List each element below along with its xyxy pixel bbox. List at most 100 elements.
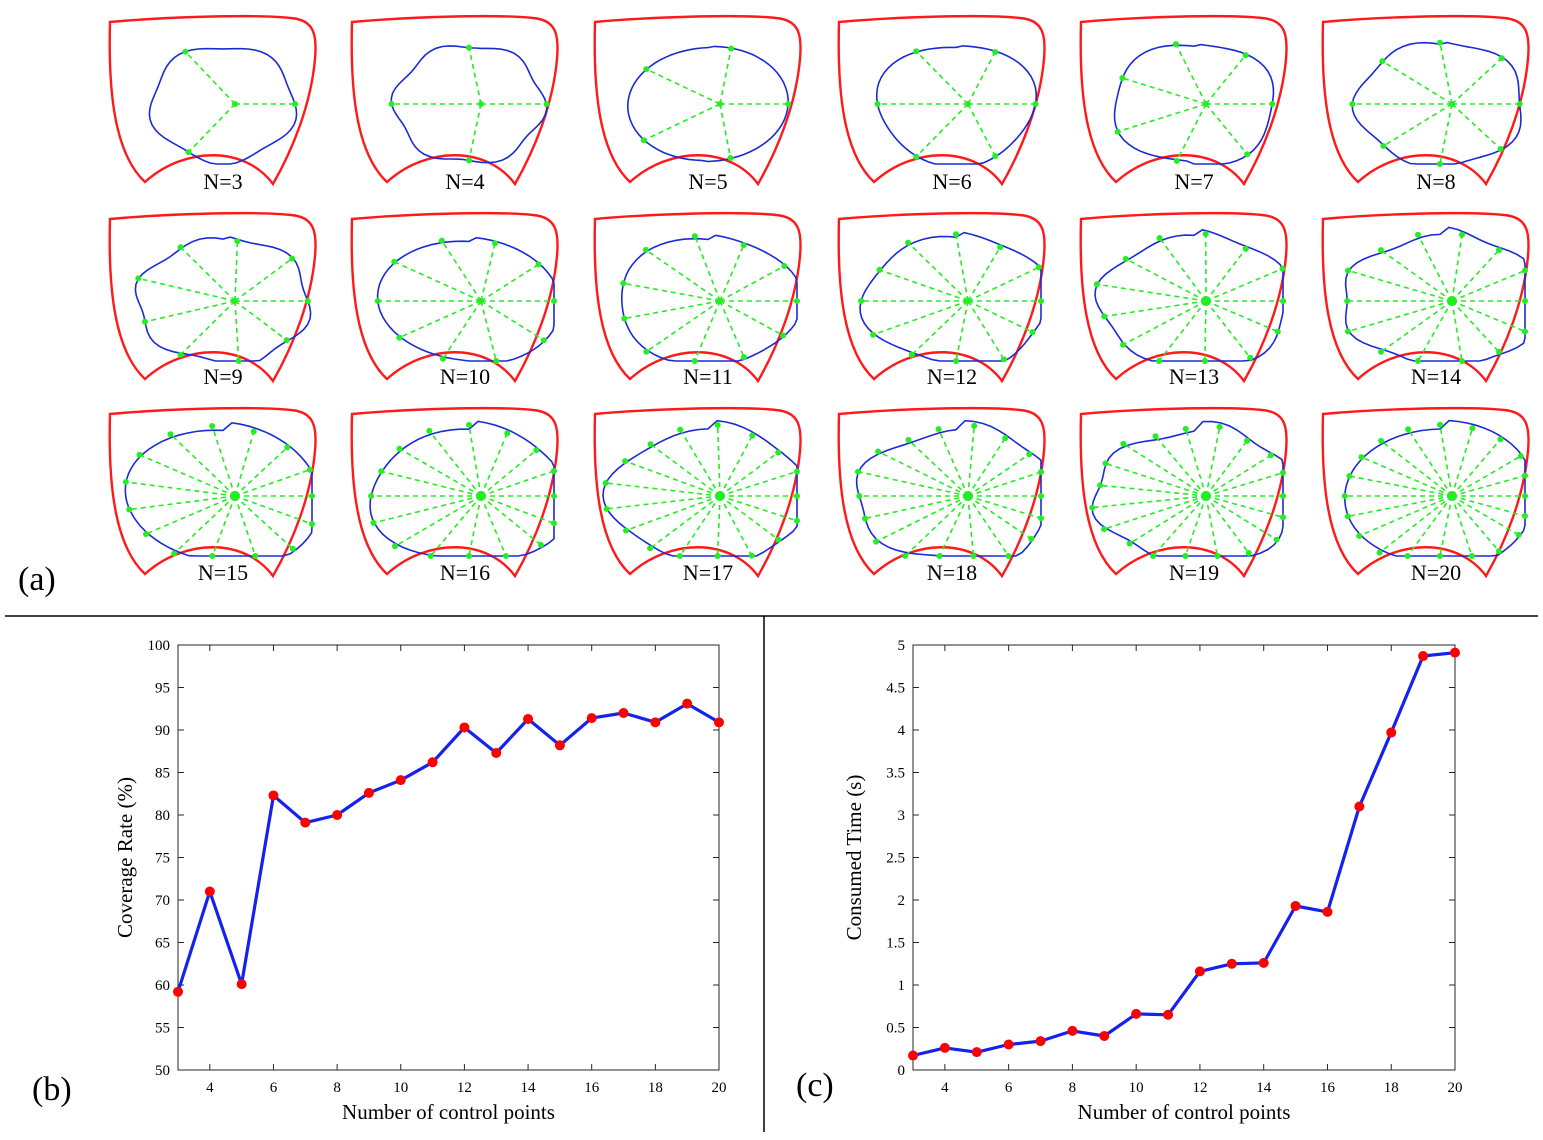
spoke-line [1104,300,1207,318]
control-point [1522,267,1528,274]
control-point [1497,146,1504,152]
spoke-line [1125,258,1207,302]
control-point [749,432,756,439]
control-point [1345,267,1351,274]
spoke-line [719,300,745,358]
spoke-line [1205,440,1248,497]
spoke-line [1205,472,1284,497]
control-point [623,527,629,534]
spoke-line [184,51,236,105]
control-point [602,480,609,486]
spoke-line [1122,77,1207,105]
spoke-line [967,495,1010,557]
control-point [642,246,649,253]
spoke-line [967,453,1030,497]
spoke-line [480,495,507,557]
control-point [647,441,654,448]
control-point [537,541,544,548]
control-point [1102,460,1109,467]
control-point [551,520,557,527]
control-point [971,422,978,429]
boundary-outline [108,211,317,384]
spoke-line [234,468,311,497]
boundary-outline [837,14,1046,187]
spoke-line [967,246,1001,302]
center-point [965,101,971,107]
control-point [992,153,999,159]
control-point [714,422,721,428]
spoke-line [915,50,969,105]
spoke-line [955,300,969,362]
control-point [856,493,863,499]
control-point [1404,553,1411,559]
data-point [459,722,470,733]
shape-label: N=6 [932,169,971,194]
control-point [992,49,999,55]
x-tick-label: 4 [941,1080,949,1096]
fitted-contour [1094,228,1284,362]
x-tick-label: 16 [584,1080,600,1096]
spoke-line [1122,300,1207,346]
control-point [1341,493,1348,499]
spoke-line [480,470,555,497]
shape-fit-19 [1079,406,1288,579]
spoke-line [188,103,236,153]
shape-label: N=20 [1411,560,1461,585]
control-point [304,298,311,304]
center-point [717,101,723,107]
spoke-line [180,246,236,302]
spoke-line [1417,234,1453,302]
spoke-line [649,495,721,549]
shape-label: N=5 [688,169,727,194]
spoke-line [716,495,721,557]
control-point [1038,515,1044,522]
control-point [427,553,434,559]
spoke-line [1205,103,1248,155]
spoke-line [1185,428,1207,497]
control-point [177,244,184,251]
data-point [173,986,183,997]
control-point [1242,52,1249,59]
control-point [1273,536,1280,543]
boundary-outline [1321,211,1530,384]
x-tick-label: 18 [648,1080,663,1096]
spoke-line [1347,300,1453,333]
spoke-line [1358,495,1453,537]
control-point [1152,433,1159,440]
spoke-line [173,495,236,555]
spoke-line [1380,440,1453,497]
control-point [902,552,909,559]
boundary-outline [837,211,1046,384]
spoke-line [1129,495,1207,545]
control-point [396,334,403,341]
spoke-line [399,300,482,339]
control-point [643,348,650,355]
spoke-line [1205,267,1283,302]
panel-label-b: (b) [32,1071,72,1108]
center-point [478,101,484,107]
spoke-line [937,428,969,497]
control-point [1516,101,1523,107]
spoke-line [145,495,236,535]
control-point [794,493,800,499]
control-point [1242,245,1249,252]
data-point [1163,1009,1174,1020]
spoke-line [645,68,721,105]
control-point [250,428,257,435]
spoke-line [907,439,969,497]
control-point [785,101,792,107]
shape-fit-5 [593,14,802,187]
spoke-line [955,234,969,302]
control-point [234,238,241,245]
data-point [332,810,343,820]
spoke-line [1205,300,1279,333]
control-point [1032,101,1039,107]
x-tick-label: 8 [333,1080,341,1096]
control-point [1038,469,1044,475]
control-point [502,553,509,559]
fitted-contour [1113,43,1275,165]
spoke-line [480,243,496,302]
control-point [875,448,882,455]
spoke-line [144,300,236,323]
